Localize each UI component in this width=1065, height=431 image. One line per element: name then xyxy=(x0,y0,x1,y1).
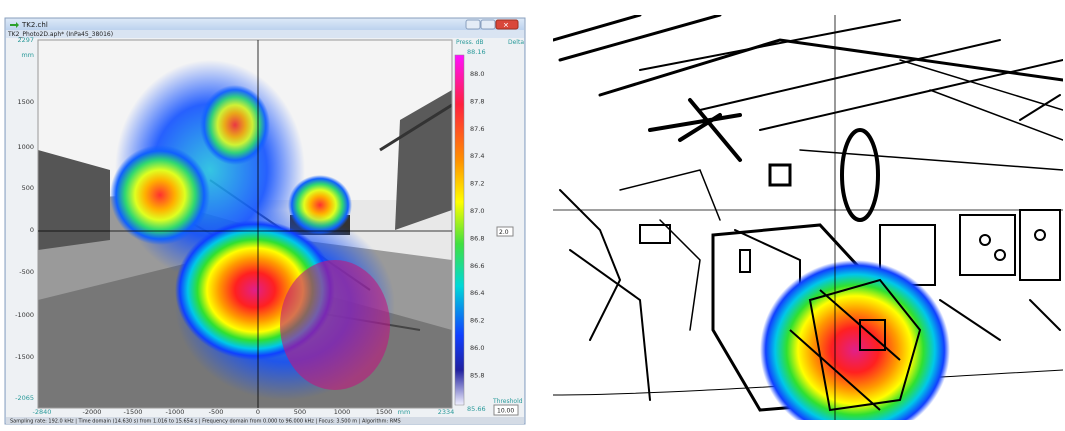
x-axis-label: -1000 xyxy=(166,408,185,416)
x-axis-label: mm xyxy=(398,408,411,416)
x-axis-label: -500 xyxy=(209,408,224,416)
x-axis-label: 500 xyxy=(294,408,306,416)
close-icon: ✕ xyxy=(503,22,509,30)
y-axis-label: 0 xyxy=(30,226,34,234)
x-axis-label: 2334 xyxy=(438,408,455,416)
minimize-button[interactable] xyxy=(465,19,481,30)
delta-value: 2.0 xyxy=(499,229,509,236)
maximize-button[interactable] xyxy=(480,19,496,30)
colorbar-title: Press. dB xyxy=(456,39,484,46)
window-title: TK2.chl xyxy=(21,21,48,29)
colorbar-label: 87.0 xyxy=(470,207,484,215)
colorbar-label: 85.8 xyxy=(470,371,484,379)
status-text: Sampling rate: 192.0 kHz | Time domain (… xyxy=(10,419,401,425)
x-axis-label: 1500 xyxy=(376,408,393,416)
colorbar-label: 86.4 xyxy=(470,289,484,297)
colorbar xyxy=(454,54,465,406)
x-axis-label: -2840 xyxy=(33,408,52,416)
close-button[interactable] xyxy=(495,19,519,30)
x-axis-labels: -2840 -2000 -1500 -1000 -500 0 500 1000 1500 mm 23… xyxy=(33,408,455,416)
status-bar xyxy=(6,417,524,424)
colorbar-label: 87.4 xyxy=(470,152,484,160)
edge-image xyxy=(553,15,1063,420)
delta-label: Delta xyxy=(508,39,524,46)
photo-view xyxy=(38,40,452,408)
y-axis-label: mm xyxy=(21,51,34,59)
y-axis-label: -1000 xyxy=(15,311,34,319)
x-axis-label: -2000 xyxy=(83,408,102,416)
threshold-input[interactable] xyxy=(493,404,519,416)
app-icon xyxy=(10,22,19,28)
colorbar-label: 86.0 xyxy=(470,344,484,352)
x-axis-label: -1500 xyxy=(124,408,143,416)
colorbar-labels: 88.16 88.0 87.8 87.6 87.4 87.2 87.0 86.8 86.6 86.… xyxy=(467,48,486,413)
y-axis-label: 1500 xyxy=(17,98,34,106)
colorbar-label: 86.8 xyxy=(470,234,484,242)
y-axis-label: -2065 xyxy=(15,394,34,402)
colorbar-label: 86.2 xyxy=(470,317,484,325)
colorbar-label: 88.16 xyxy=(467,48,486,56)
delta-input[interactable] xyxy=(496,226,514,237)
x-axis-label: 1000 xyxy=(334,408,351,416)
y-axis-label: -500 xyxy=(19,268,34,276)
colorbar-label: 87.6 xyxy=(470,125,484,133)
y-axis-label: 500 xyxy=(22,184,34,192)
y-axis-label: 1000 xyxy=(17,143,34,151)
colorbar-label: 88.0 xyxy=(470,70,484,78)
threshold-value: 10.00 xyxy=(497,408,514,415)
colorbar-label: 87.8 xyxy=(470,97,484,105)
colorbar-label: 87.2 xyxy=(470,180,484,188)
y-axis-label: -1500 xyxy=(15,353,34,361)
y-axis-labels: 2297 mm 1500 1000 500 0 -500 -1000 -1500 -2065 xyxy=(15,36,34,402)
colorbar-label: 86.6 xyxy=(470,262,484,270)
title-bar xyxy=(6,19,524,30)
plot-border xyxy=(37,39,453,409)
colorbar-label: 85.66 xyxy=(467,405,486,413)
document-subtitle: TK2_Photo2D.aph* (InPa45_38016) xyxy=(7,31,113,38)
y-axis-label: 2297 xyxy=(17,36,34,44)
threshold-label: Threshold xyxy=(492,398,523,405)
x-axis-label: 0 xyxy=(256,408,260,416)
